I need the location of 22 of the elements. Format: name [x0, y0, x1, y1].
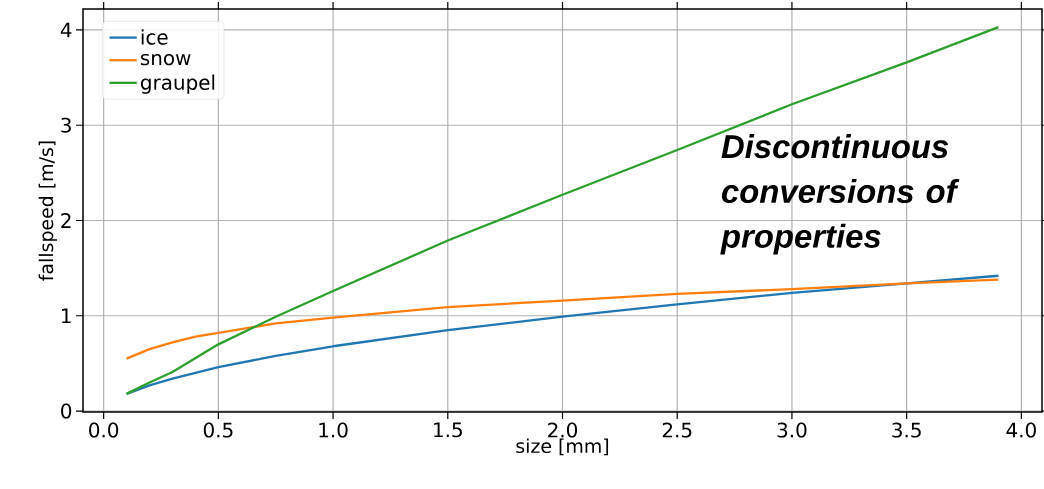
legend-label: ice	[141, 29, 168, 45]
x-tick-label: 1.0	[319, 422, 348, 438]
y-tick-label: 2	[61, 213, 71, 228]
line-series	[125, 278, 1000, 360]
annotation: Discontinuous conversions of properties	[720, 134, 960, 255]
x-tick-label: 3.0	[777, 422, 807, 438]
legend-label: snow	[140, 53, 191, 66]
x-tick-label: 0.5	[203, 422, 233, 438]
y-tick-label: 1	[61, 308, 71, 324]
y-tick-label: 0	[61, 403, 72, 419]
x-axis-title: size [mm]	[516, 438, 609, 456]
y-tick-label: 3	[61, 117, 71, 133]
x-tick-label: 3.5	[892, 422, 921, 438]
line-series	[125, 25, 1000, 396]
x-tick-label: 2.5	[662, 422, 692, 438]
x-tick-label: 2.0	[548, 422, 578, 438]
legend-label: graupel	[140, 74, 215, 94]
x-tick-label: 1.5	[434, 422, 462, 438]
x-tick-label: 4.0	[1006, 422, 1036, 438]
y-axis-title: fallspeed [m/s]	[38, 141, 57, 281]
y-tick-label: 4	[60, 22, 72, 38]
x-tick-label: 0.0	[89, 422, 119, 438]
